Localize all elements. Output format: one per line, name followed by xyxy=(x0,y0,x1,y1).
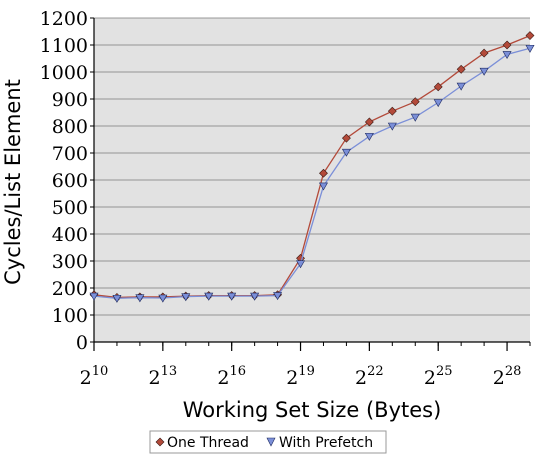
data-point xyxy=(319,168,328,178)
data-point xyxy=(296,260,306,269)
data-point xyxy=(318,182,328,191)
series-with-prefetch xyxy=(89,44,535,303)
data-point xyxy=(227,292,237,301)
y-tick-label: 1200 xyxy=(40,8,88,30)
x-tick-exponent: 22 xyxy=(367,364,384,379)
x-tick-label: 222 xyxy=(355,364,384,389)
x-tick-exponent: 13 xyxy=(161,364,178,379)
data-point xyxy=(89,292,99,301)
data-point xyxy=(410,97,420,107)
legend: One Thread With Prefetch xyxy=(149,430,387,454)
data-point xyxy=(456,82,466,91)
data-point xyxy=(479,48,489,58)
x-tick-label: 228 xyxy=(493,364,522,389)
y-tick-label: 500 xyxy=(52,197,88,219)
legend-label-one-thread: One Thread xyxy=(167,435,249,451)
x-tick-label: 210 xyxy=(80,364,109,389)
data-point xyxy=(158,294,168,303)
data-point xyxy=(479,67,489,76)
x-axis-ticks: 210 213 216 219 222 225 228 xyxy=(80,342,531,389)
data-point xyxy=(273,292,283,301)
x-tick-base: 2 xyxy=(149,367,161,389)
legend-label-with-prefetch: With Prefetch xyxy=(279,435,373,451)
y-axis-title: Cycles/List Element xyxy=(1,79,25,285)
data-point xyxy=(410,113,420,122)
x-tick-exponent: 19 xyxy=(298,364,315,379)
y-tick-label: 800 xyxy=(52,116,88,138)
data-point xyxy=(112,294,122,303)
y-tick-label: 200 xyxy=(52,278,88,300)
legend-marker-one-thread xyxy=(155,437,165,447)
y-tick-label: 400 xyxy=(52,224,88,246)
data-point xyxy=(525,44,535,53)
x-tick-exponent: 28 xyxy=(505,364,522,379)
y-tick-label: 600 xyxy=(52,170,88,192)
data-point xyxy=(525,31,535,40)
y-tick-label: 300 xyxy=(52,251,88,273)
x-tick-label: 225 xyxy=(424,364,453,389)
x-tick-label: 216 xyxy=(217,364,246,389)
x-tick-base: 2 xyxy=(493,367,505,389)
x-tick-label: 213 xyxy=(149,364,178,389)
x-tick-exponent: 16 xyxy=(229,364,246,379)
legend-marker-with-prefetch xyxy=(266,437,276,447)
data-point xyxy=(250,292,260,301)
data-point xyxy=(502,51,512,60)
data-point xyxy=(364,132,374,141)
series-line-with-prefetch xyxy=(93,47,531,299)
data-point xyxy=(387,106,397,116)
x-tick-base: 2 xyxy=(355,367,367,389)
series-layer xyxy=(89,31,535,303)
data-point xyxy=(364,117,374,127)
data-point xyxy=(204,292,214,301)
x-tick-label: 219 xyxy=(286,364,315,389)
x-tick-exponent: 10 xyxy=(92,364,109,379)
x-axis-title: Working Set Size (Bytes) xyxy=(183,398,442,422)
y-tick-label: 1100 xyxy=(40,35,88,57)
x-tick-base: 2 xyxy=(217,367,229,389)
data-point xyxy=(456,64,466,74)
y-tick-label: 900 xyxy=(52,89,88,111)
x-tick-base: 2 xyxy=(424,367,436,389)
y-tick-label: 0 xyxy=(76,332,88,354)
y-tick-label: 1000 xyxy=(40,62,88,84)
x-tick-exponent: 25 xyxy=(436,364,453,379)
y-tick-label: 700 xyxy=(52,143,88,165)
data-point xyxy=(502,40,512,50)
y-tick-label: 100 xyxy=(52,305,88,327)
x-tick-base: 2 xyxy=(80,367,92,389)
data-point xyxy=(341,148,351,157)
data-point xyxy=(387,122,397,131)
x-tick-base: 2 xyxy=(286,367,298,389)
y-axis-ticks: 0 100 200 300 400 500 600 700 800 900 1000 1100 1200 xyxy=(40,8,94,354)
data-point xyxy=(433,82,443,92)
data-point xyxy=(135,294,145,303)
data-point xyxy=(341,133,351,143)
data-point xyxy=(433,99,443,108)
legend-box xyxy=(149,430,387,454)
data-point xyxy=(181,293,191,302)
